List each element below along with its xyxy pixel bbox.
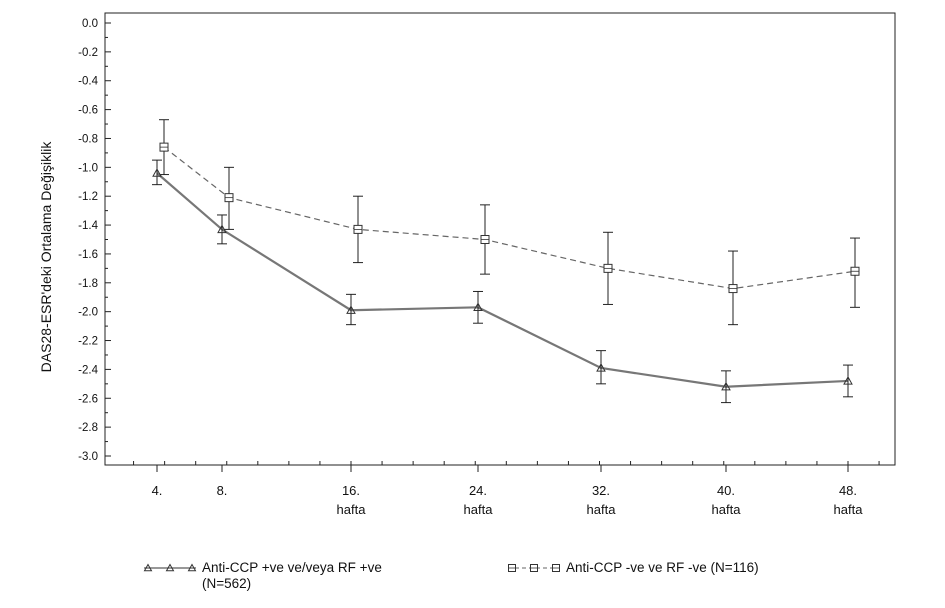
x-axis: 4. 8. 16. hafta 24. hafta 32. hafta 40. hafta 48. h… (133, 461, 880, 517)
y-tick-label: -0.8 (78, 133, 98, 145)
legend-item-series-2: Anti-CCP -ve ve RF -ve (N=116) (506, 560, 846, 580)
y-tick-label: -0.2 (78, 47, 98, 59)
legend-item-series-1: Anti-CCP +ve ve/veya RF +ve (N=562) (142, 560, 472, 594)
data-point-square (480, 235, 490, 244)
data-point-triangle (721, 381, 731, 391)
x-tick-label-unit: hafta (464, 502, 494, 517)
y-tick-label: 0.0 (82, 18, 98, 30)
x-tick-label: 32. (592, 483, 610, 498)
data-point-square (850, 266, 860, 276)
data-point-triangle (152, 168, 162, 177)
data-point-square (353, 224, 363, 234)
legend-swatch-square (552, 564, 560, 572)
error-bar (473, 290, 483, 324)
data-point-triangle (473, 302, 483, 312)
legend-swatch-square (530, 564, 538, 572)
x-tick-label: 4. (152, 483, 163, 498)
legend-label-series-1: Anti-CCP +ve ve/veya RF +ve (202, 560, 382, 575)
plot-frame (104, 12, 896, 466)
y-tick-label: -1.8 (78, 278, 98, 290)
error-bar (721, 370, 731, 404)
legend-swatch-triangle (187, 563, 197, 572)
legend-swatch-square (508, 564, 516, 572)
data-point-square (224, 193, 234, 203)
data-point-square (159, 142, 169, 152)
y-tick-label: -2.4 (78, 364, 98, 376)
y-tick-label: -1.2 (78, 191, 98, 203)
legend-swatch-triangle (143, 563, 153, 572)
error-bar (217, 214, 227, 245)
legend-label-series-1-n: (N=562) (202, 576, 252, 591)
y-tick-label: -2.6 (78, 393, 98, 405)
y-tick-label: -2.0 (78, 307, 98, 319)
x-tick-label-unit: hafta (712, 502, 742, 517)
series-1 (152, 159, 853, 404)
y-tick-label: -0.6 (78, 105, 98, 117)
series-2-line (163, 146, 856, 290)
series-2 (159, 119, 860, 326)
x-tick-label: 16. (342, 483, 360, 498)
legend-swatch-triangle (165, 563, 175, 572)
data-point-square (728, 284, 738, 294)
error-bar (152, 159, 162, 186)
error-bar (346, 293, 356, 326)
data-point-triangle (596, 362, 606, 372)
legend-swatches (143, 563, 560, 572)
error-bar (596, 350, 606, 385)
legend-label-series-2: Anti-CCP -ve ve RF -ve (N=116) (566, 560, 759, 575)
y-tick-label: -0.4 (78, 76, 98, 88)
data-point-square (603, 263, 613, 273)
series-layer (152, 119, 860, 404)
y-tick-label: -1.6 (78, 249, 98, 261)
x-tick-label: 24. (469, 483, 487, 498)
x-tick-label-unit: hafta (337, 502, 367, 517)
y-tick-label: -2.8 (78, 422, 98, 434)
x-tick-label: 8. (217, 483, 228, 498)
y-tick-label: -1.0 (78, 162, 98, 174)
data-point-triangle (346, 305, 356, 314)
data-point-triangle (843, 375, 853, 385)
y-axis: 0.0 -0.2 -0.4 -0.6 -0.8 -1.0 -1.2 -1.4 -1.6 -1.8 -… (78, 18, 111, 463)
y-tick-label: -3.0 (78, 451, 98, 463)
y-tick-label: -1.4 (78, 220, 98, 232)
x-tick-label: 40. (717, 483, 735, 498)
y-axis-label: DAS28-ESR'deki Ortalama Değişiklik (38, 141, 54, 373)
x-tick-label: 48. (839, 483, 857, 498)
x-tick-label-unit: hafta (834, 502, 864, 517)
x-tick-label-unit: hafta (587, 502, 617, 517)
data-point-triangle (217, 224, 227, 234)
error-bar (843, 364, 853, 398)
y-tick-label: -2.2 (78, 336, 98, 348)
